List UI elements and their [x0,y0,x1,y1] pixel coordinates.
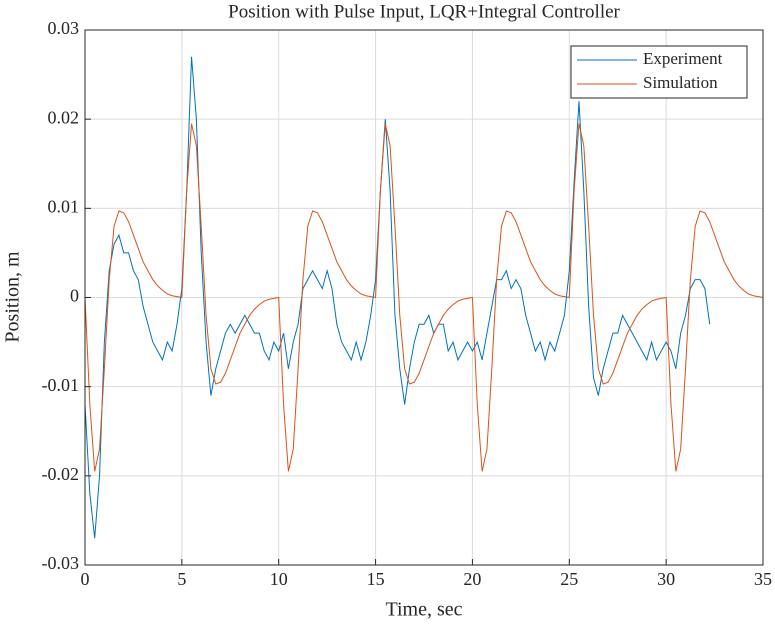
x-tick-label: 30 [657,569,675,589]
y-tick-label: 0 [70,286,79,306]
y-tick-label: 0.02 [48,107,80,127]
y-tick-label: 0.03 [48,18,80,38]
x-tick-label: 5 [177,569,186,589]
lines [85,56,763,539]
y-tick-label: -0.03 [42,553,80,573]
x-tick-label: 25 [560,569,578,589]
chart-title: Position with Pulse Input, LQR+Integral … [228,1,620,22]
data-line [85,56,711,539]
x-tick-label: 15 [367,569,385,589]
x-tick-label: 10 [270,569,288,589]
legend: Experiment Simulation [570,45,748,99]
x-axis-label: Time, sec [385,599,462,621]
data-line [85,123,763,472]
legend-box [570,45,748,99]
legend-label: Experiment [643,49,723,68]
y-tick-label: -0.02 [42,464,80,484]
legend-label: Simulation [643,73,718,92]
y-axis-label: Position, m [2,251,24,343]
y-tick-label: -0.01 [42,375,80,395]
y-tick-label: 0.01 [48,196,80,216]
x-tick-label: 35 [754,569,772,589]
x-tick-label: 20 [463,569,481,589]
ticks: 0 5 10 15 20 25 30 35 -0.03 -0.02 -0.01 0 0.01 0.02 0.… [42,18,773,589]
x-tick-label: 0 [81,569,90,589]
